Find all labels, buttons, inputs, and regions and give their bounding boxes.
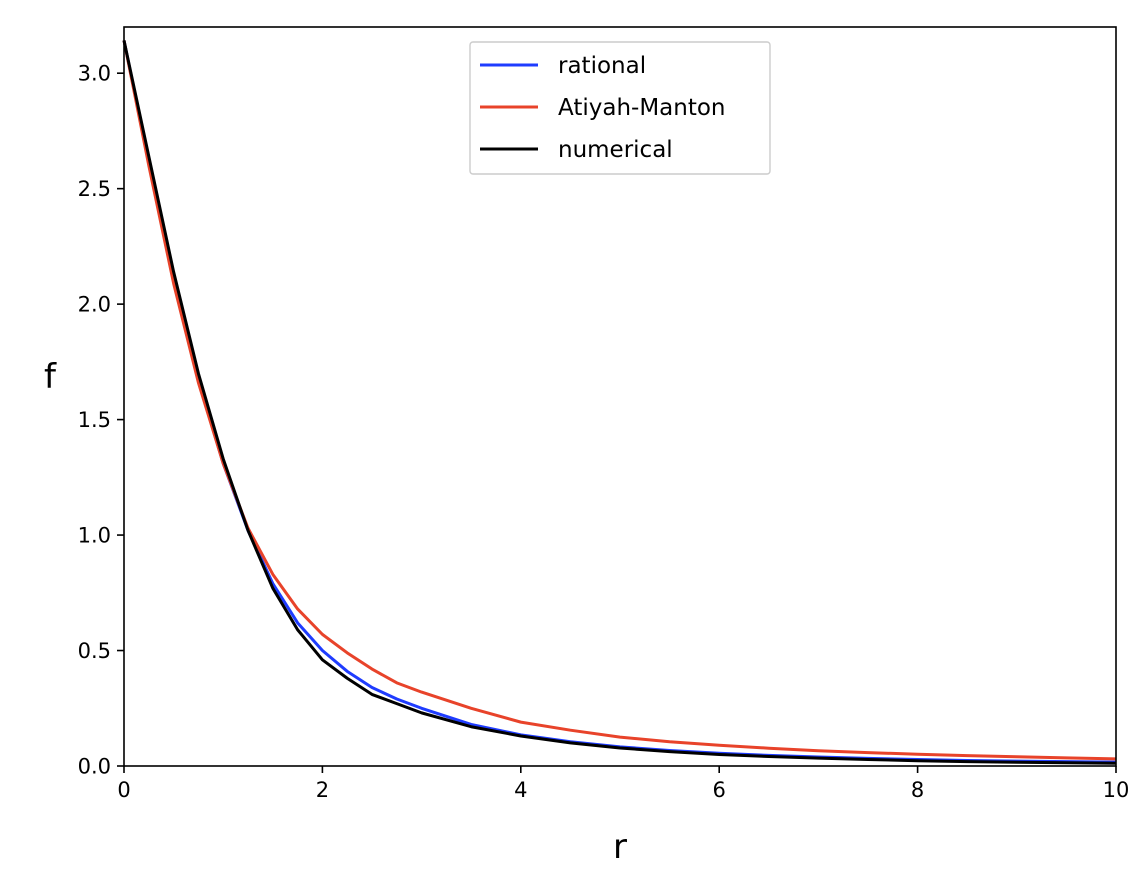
legend-label-rational: rational [558,53,646,79]
legend-label-numerical: numerical [558,137,673,163]
legend-label-atiyah-manton: Atiyah-Manton [558,95,726,121]
ticks-layer: 0 2 4 6 8 10 0.0 0.5 1.0 1.5 2.0 2.5 3.0 [78,62,1130,802]
y-tick-label: 0.0 [78,755,111,779]
x-tick-label: 0 [117,778,130,802]
x-axis-label: r [613,827,627,867]
series-layer [122,40,1117,765]
plot-frame [123,26,1117,767]
y-tick-label: 1.5 [78,408,111,432]
x-tick-label: 4 [514,778,527,802]
x-tick-label: 10 [1103,778,1130,802]
y-tick-label: 2.5 [78,177,111,201]
x-tick-label: 6 [713,778,726,802]
y-axis-label: f [44,357,57,397]
x-tick-label: 2 [316,778,329,802]
y-tick-label: 3.0 [78,62,111,86]
legend: rational Atiyah-Manton numerical [469,41,771,175]
y-tick-label: 1.0 [78,524,111,548]
y-tick-label: 2.0 [78,293,111,317]
x-tick-label: 8 [911,778,924,802]
legend-box [469,41,771,175]
y-tick-label: 0.5 [78,639,111,663]
series-line-numerical [122,40,1117,765]
